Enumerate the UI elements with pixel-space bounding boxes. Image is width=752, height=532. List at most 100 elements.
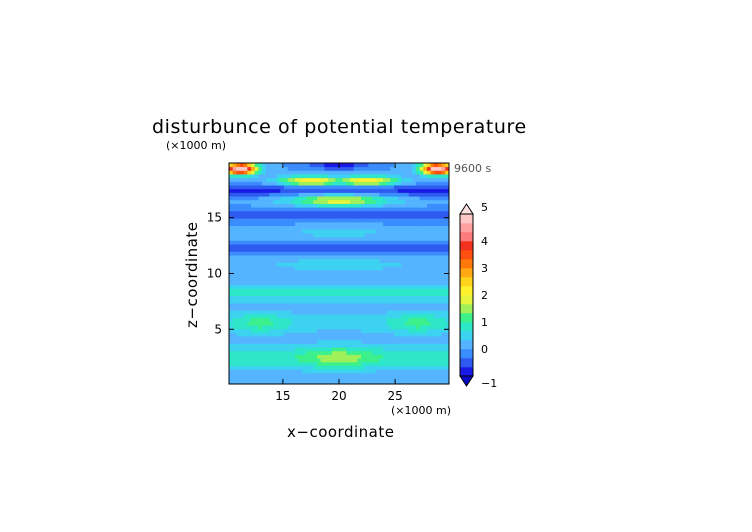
heatmap-cell bbox=[324, 358, 329, 363]
heatmap-cell bbox=[280, 188, 285, 193]
heatmap-cell bbox=[361, 251, 366, 256]
heatmap-cell bbox=[232, 336, 237, 341]
heatmap-cell bbox=[254, 277, 259, 282]
heatmap-cell bbox=[313, 336, 318, 341]
heatmap-cell bbox=[306, 192, 311, 197]
heatmap-cell bbox=[302, 244, 307, 249]
heatmap-cell bbox=[438, 310, 443, 315]
heatmap-cell bbox=[335, 288, 340, 293]
heatmap-cell bbox=[339, 291, 344, 296]
heatmap-cell bbox=[335, 369, 340, 374]
heatmap-cell bbox=[298, 269, 303, 274]
heatmap-cell bbox=[295, 310, 300, 315]
heatmap-cell bbox=[434, 244, 439, 249]
heatmap-cell bbox=[339, 218, 344, 223]
heatmap-cell bbox=[397, 258, 402, 263]
heatmap-cell bbox=[364, 325, 369, 330]
heatmap-cell bbox=[379, 280, 384, 285]
heatmap-cell bbox=[438, 358, 443, 363]
heatmap-cell bbox=[306, 328, 311, 333]
heatmap-cell bbox=[298, 258, 303, 263]
heatmap-cell bbox=[408, 339, 413, 344]
heatmap-cell bbox=[408, 317, 413, 322]
heatmap-cell bbox=[361, 306, 366, 311]
heatmap-cell bbox=[375, 273, 380, 278]
heatmap-cell bbox=[368, 192, 373, 197]
heatmap-cell bbox=[438, 332, 443, 337]
heatmap-cell bbox=[298, 170, 303, 175]
heatmap-cell bbox=[353, 310, 358, 315]
heatmap-cell bbox=[229, 288, 234, 293]
heatmap-cell bbox=[445, 188, 450, 193]
heatmap-cell bbox=[419, 365, 424, 370]
heatmap-cell bbox=[375, 314, 380, 319]
heatmap-cell bbox=[427, 317, 432, 322]
heatmap-cell bbox=[247, 210, 252, 215]
heatmap-cell bbox=[309, 262, 314, 267]
heatmap-cell bbox=[236, 266, 241, 271]
heatmap-cell bbox=[412, 166, 417, 171]
heatmap-cell bbox=[416, 376, 421, 381]
heatmap-cell bbox=[280, 177, 285, 182]
heatmap-cell bbox=[350, 210, 355, 215]
heatmap-cell bbox=[306, 185, 311, 190]
heatmap-cell bbox=[320, 236, 325, 241]
heatmap-cell bbox=[262, 317, 267, 322]
heatmap-cell bbox=[394, 255, 399, 260]
heatmap-cell bbox=[405, 321, 410, 326]
heatmap-cell bbox=[405, 240, 410, 245]
heatmap-cell bbox=[339, 302, 344, 308]
heatmap-cell bbox=[412, 258, 417, 263]
heatmap-cell bbox=[320, 221, 325, 227]
heatmap-cell bbox=[287, 262, 292, 267]
heatmap-cell bbox=[313, 240, 318, 245]
heatmap-cell bbox=[383, 273, 388, 278]
heatmap-cell bbox=[247, 196, 252, 201]
heatmap-cell bbox=[357, 350, 362, 355]
heatmap-cell bbox=[298, 221, 303, 227]
heatmap-cell bbox=[353, 266, 358, 271]
heatmap-cell bbox=[375, 350, 380, 355]
heatmap-cell bbox=[284, 321, 289, 326]
heatmap-cell bbox=[309, 321, 314, 326]
heatmap-cell bbox=[412, 262, 417, 267]
heatmap-cell bbox=[287, 163, 292, 168]
heatmap-cell bbox=[386, 177, 391, 182]
heatmap-cell bbox=[313, 232, 318, 238]
heatmap-cell bbox=[361, 365, 366, 370]
heatmap-cell bbox=[265, 192, 270, 197]
heatmap-cell bbox=[265, 221, 270, 227]
heatmap-cell bbox=[254, 284, 259, 289]
heatmap-cell bbox=[243, 310, 248, 315]
heatmap-cell bbox=[419, 291, 424, 296]
heatmap-cell bbox=[353, 170, 358, 175]
heatmap-cell bbox=[364, 174, 369, 179]
colorbar-segment bbox=[460, 322, 473, 332]
heatmap-cell bbox=[236, 321, 241, 326]
heatmap-cell bbox=[331, 258, 336, 263]
heatmap-cell bbox=[419, 332, 424, 337]
heatmap-cell bbox=[232, 203, 237, 208]
heatmap-cell bbox=[331, 350, 336, 355]
heatmap-cell bbox=[383, 325, 388, 330]
heatmap-cell bbox=[416, 163, 421, 168]
heatmap-cell bbox=[243, 291, 248, 296]
heatmap-cell bbox=[416, 347, 421, 352]
heatmap-cell bbox=[276, 347, 281, 352]
heatmap-cell bbox=[328, 295, 333, 300]
heatmap-cell bbox=[280, 358, 285, 363]
heatmap-cell bbox=[273, 236, 278, 241]
heatmap-cell bbox=[441, 295, 446, 300]
heatmap-cell bbox=[383, 225, 388, 230]
heatmap-cell bbox=[445, 280, 450, 285]
heatmap-cell bbox=[276, 284, 281, 289]
heatmap-cell bbox=[394, 302, 399, 308]
heatmap-cell bbox=[438, 273, 443, 278]
heatmap-cell bbox=[346, 288, 351, 293]
heatmap-cell bbox=[368, 339, 373, 344]
heatmap-cell bbox=[372, 266, 377, 271]
heatmap-cell bbox=[390, 258, 395, 263]
heatmap-cell bbox=[379, 199, 384, 204]
heatmap-cell bbox=[313, 258, 318, 263]
heatmap-cell bbox=[273, 218, 278, 223]
